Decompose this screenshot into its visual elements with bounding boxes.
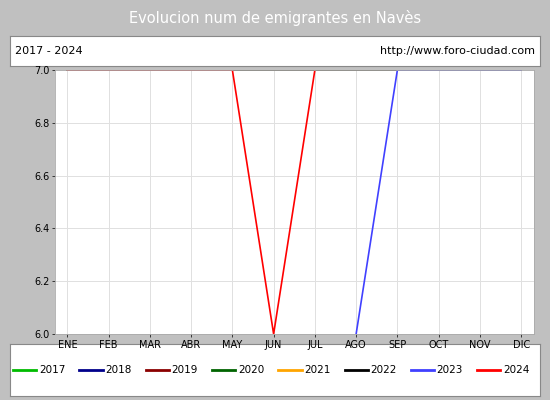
Text: 2017: 2017	[39, 365, 65, 375]
Text: http://www.foro-ciudad.com: http://www.foro-ciudad.com	[380, 46, 535, 56]
Text: 2019: 2019	[172, 365, 198, 375]
Text: Evolucion num de emigrantes en Navès: Evolucion num de emigrantes en Navès	[129, 10, 421, 26]
Text: 2021: 2021	[304, 365, 331, 375]
Text: 2023: 2023	[437, 365, 463, 375]
Text: 2017 - 2024: 2017 - 2024	[15, 46, 83, 56]
Text: 2020: 2020	[238, 365, 264, 375]
Text: 2024: 2024	[503, 365, 529, 375]
Text: 2022: 2022	[371, 365, 397, 375]
Text: 2018: 2018	[106, 365, 131, 375]
